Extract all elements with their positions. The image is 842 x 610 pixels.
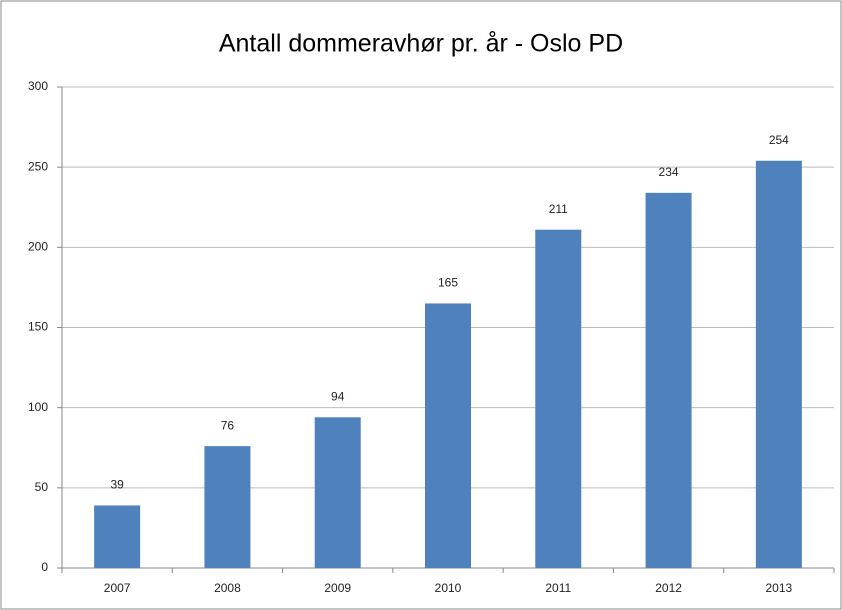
data-label: 254	[769, 133, 789, 147]
x-tick-label: 2012	[655, 581, 682, 595]
y-tick-label: 300	[28, 79, 48, 93]
bar	[314, 417, 361, 568]
x-tick-label: 2010	[435, 581, 462, 595]
x-tick-label: 2013	[766, 581, 793, 595]
y-tick-label: 150	[28, 320, 48, 334]
bar	[755, 160, 802, 568]
y-tick-label: 50	[35, 480, 49, 494]
y-tick-label: 100	[28, 400, 48, 414]
x-tick-label: 2008	[214, 581, 241, 595]
bar	[535, 229, 582, 569]
y-tick-label: 250	[28, 159, 48, 173]
data-label: 39	[110, 478, 124, 492]
chart-title: Antall dommeravhør pr. år - Oslo PD	[219, 30, 623, 58]
bar	[94, 505, 141, 568]
bar	[204, 446, 251, 568]
data-label: 165	[438, 276, 458, 290]
bar	[645, 192, 692, 568]
data-label: 76	[221, 418, 235, 432]
data-label: 234	[659, 165, 679, 179]
data-label: 211	[549, 202, 568, 216]
x-tick-label: 2009	[324, 581, 351, 595]
y-tick-label: 200	[28, 240, 48, 254]
y-tick-label: 0	[41, 560, 48, 574]
x-tick-label: 2007	[104, 581, 131, 595]
bar	[425, 303, 471, 568]
x-tick-label: 2011	[545, 581, 571, 595]
data-label: 94	[331, 389, 345, 403]
